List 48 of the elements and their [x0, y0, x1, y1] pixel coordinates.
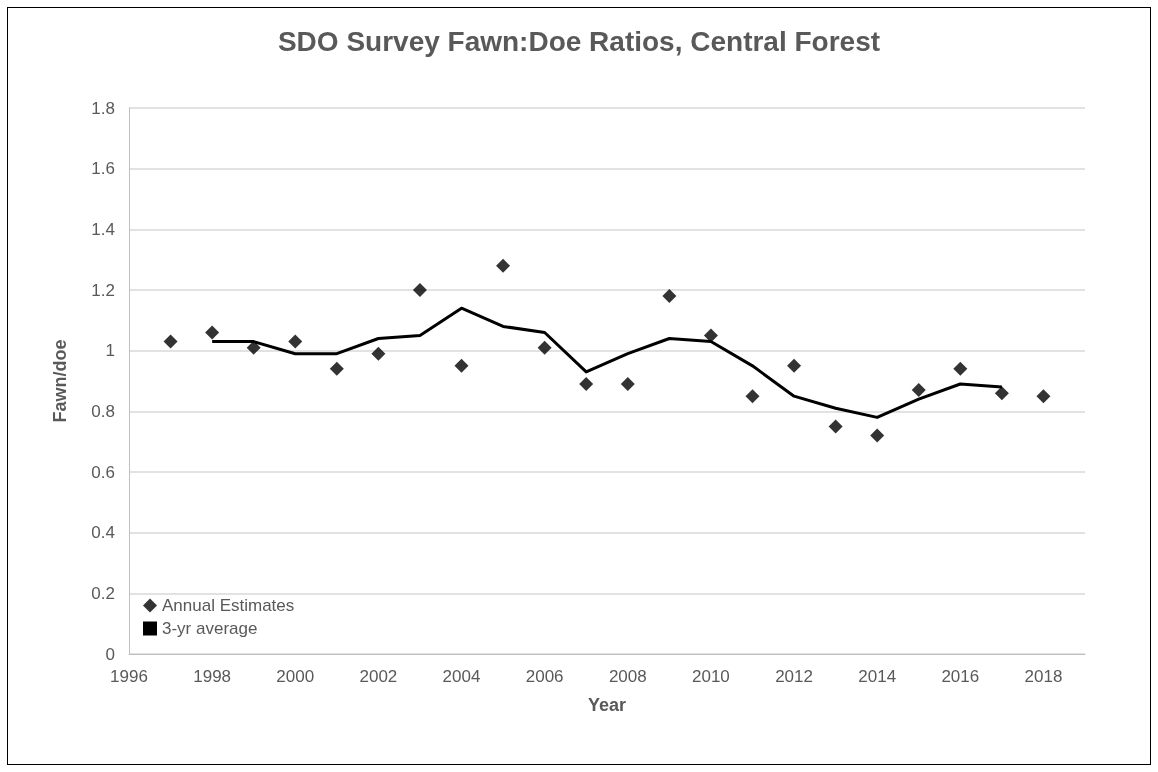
y-tick-label: 1.8	[91, 98, 115, 118]
y-tick-label: 1	[105, 341, 115, 361]
point	[454, 358, 469, 373]
point	[870, 428, 885, 443]
x-tick-label: 1998	[193, 667, 232, 686]
y-axis-title: Fawn/doe	[50, 339, 70, 423]
legend-label: 3-yr average	[162, 619, 258, 638]
point	[745, 389, 760, 404]
x-tick-label: 2000	[276, 667, 315, 686]
point	[163, 334, 178, 349]
x-tick-label: 2012	[775, 667, 813, 686]
y-tick-label: 1.4	[91, 219, 115, 239]
point	[953, 361, 968, 376]
y-tick-label: 0.4	[91, 523, 115, 543]
x-tick-label: 2002	[359, 667, 398, 686]
x-tick-label: 2008	[608, 667, 647, 686]
point	[537, 340, 552, 355]
x-tick-label: 1996	[110, 667, 148, 686]
y-tick-label: 0.2	[91, 583, 115, 603]
point	[828, 419, 843, 434]
y-tick-label: 0	[105, 644, 115, 664]
point	[994, 386, 1009, 401]
point	[205, 325, 220, 340]
point	[371, 346, 386, 361]
x-tick-label: 2018	[1024, 667, 1063, 686]
y-tick-label: 0.8	[91, 401, 115, 421]
legend-label: Annual Estimates	[162, 596, 295, 615]
x-tick-label: 2016	[941, 667, 980, 686]
point	[496, 258, 511, 273]
point	[412, 283, 427, 297]
chart-title: SDO Survey Fawn:Doe Ratios, Central Forest	[277, 25, 881, 57]
x-axis-title: Year	[587, 695, 627, 715]
x-tick-label: 2010	[692, 667, 730, 686]
point	[787, 358, 802, 373]
point	[1036, 389, 1051, 404]
x-tick-label: 2014	[858, 667, 897, 686]
point	[662, 289, 677, 304]
y-tick-label: 1.6	[91, 159, 115, 179]
point	[288, 334, 303, 349]
y-tick-label: 1.2	[91, 280, 115, 300]
x-tick-label: 2006	[525, 667, 564, 686]
point	[911, 383, 926, 398]
point	[329, 361, 344, 376]
x-tick-label: 2004	[442, 667, 481, 686]
point	[703, 328, 718, 343]
point	[579, 377, 594, 392]
point	[620, 377, 635, 392]
y-tick-label: 0.6	[91, 462, 115, 482]
